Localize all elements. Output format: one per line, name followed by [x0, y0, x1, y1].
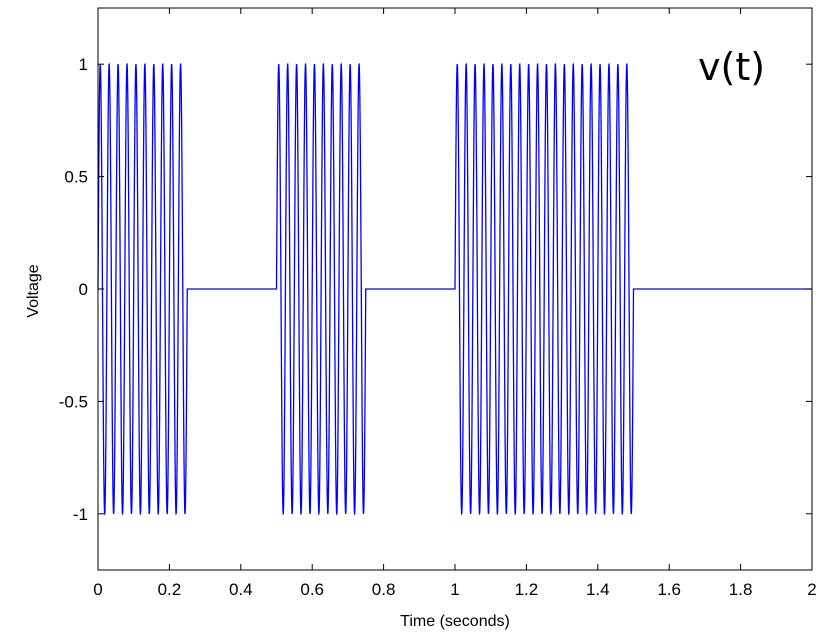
y-axis-label: Voltage	[25, 264, 42, 317]
y-tick-label: -0.5	[59, 392, 88, 411]
y-tick-label: 0.5	[64, 168, 88, 187]
x-tick-label: 0.6	[300, 580, 324, 599]
x-axis: 0 0.2 0.4 0.6 0.8 1 1.2 1.4 1.6 1.8 2	[93, 8, 817, 599]
x-axis-label: Time (seconds)	[400, 613, 510, 630]
y-tick-label: -1	[73, 505, 88, 524]
x-tick-label: 1.6	[657, 580, 681, 599]
x-tick-label: 1.2	[515, 580, 539, 599]
x-tick-label: 0	[93, 580, 102, 599]
x-tick-label: 2	[807, 580, 816, 599]
voltage-series-line	[97, 62, 812, 516]
signal-annotation: v(t)	[698, 45, 765, 89]
y-tick-label: 1	[79, 55, 88, 74]
x-tick-label: 0.2	[158, 580, 182, 599]
x-tick-label: 1.4	[586, 580, 610, 599]
signal-layer	[97, 62, 812, 516]
y-axis: -1 -0.5 0 0.5 1	[59, 55, 812, 524]
x-tick-label: 0.4	[229, 580, 253, 599]
x-tick-label: 1	[450, 580, 459, 599]
y-tick-label: 0	[79, 280, 88, 299]
x-tick-label: 0.8	[372, 580, 396, 599]
x-tick-label: 1.8	[729, 580, 753, 599]
